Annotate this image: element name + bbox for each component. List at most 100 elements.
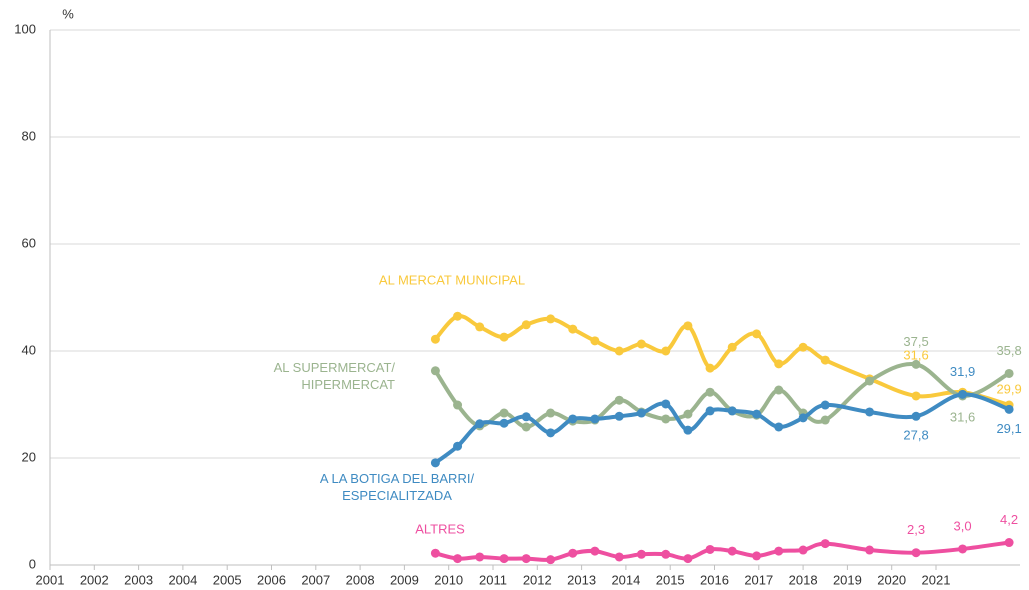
- data-point: [683, 409, 693, 419]
- data-point: [911, 359, 921, 369]
- x-tick-label: 2015: [656, 572, 685, 587]
- x-tick-label: 2010: [434, 572, 463, 587]
- data-point: [683, 321, 693, 331]
- data-point: [636, 549, 646, 559]
- data-point: [820, 400, 830, 410]
- data-point: [705, 406, 715, 416]
- data-point: [661, 346, 671, 356]
- data-point: [661, 399, 671, 409]
- data-label: 2,3: [907, 522, 925, 537]
- data-point: [820, 355, 830, 365]
- data-point: [865, 407, 875, 417]
- series-label: A LA BOTIGA DEL BARRI/ESPECIALITZADA: [320, 471, 475, 503]
- x-tick-label: 2019: [833, 572, 862, 587]
- x-tick-label: 2007: [301, 572, 330, 587]
- data-point: [774, 546, 784, 556]
- data-point: [798, 545, 808, 555]
- data-point: [453, 400, 463, 410]
- data-point: [499, 554, 509, 564]
- data-point: [727, 342, 737, 352]
- data-point: [661, 549, 671, 559]
- data-point: [499, 408, 509, 418]
- x-tick-label: 2013: [567, 572, 596, 587]
- data-point: [521, 422, 531, 432]
- data-point: [683, 425, 693, 435]
- data-point: [430, 334, 440, 344]
- data-point: [475, 552, 485, 562]
- data-point: [865, 545, 875, 555]
- data-point: [614, 411, 624, 421]
- data-point: [546, 555, 556, 565]
- data-label: 31,9: [950, 364, 975, 379]
- data-point: [774, 385, 784, 395]
- data-point: [430, 366, 440, 376]
- y-tick-label: 80: [22, 128, 36, 143]
- data-point: [683, 554, 693, 564]
- data-point: [521, 320, 531, 330]
- data-point: [614, 395, 624, 405]
- data-point: [865, 376, 875, 386]
- data-label: 31,6: [903, 347, 928, 362]
- data-point: [774, 359, 784, 369]
- x-tick-label: 2018: [789, 572, 818, 587]
- data-point: [475, 322, 485, 332]
- x-tick-label: 2017: [744, 572, 773, 587]
- data-point: [705, 363, 715, 373]
- data-point: [590, 546, 600, 556]
- x-tick-label: 2006: [257, 572, 286, 587]
- x-tick-label: 2005: [213, 572, 242, 587]
- data-label: 35,8: [996, 343, 1021, 358]
- data-point: [958, 389, 968, 399]
- data-point: [453, 311, 463, 321]
- x-tick-label: 2003: [124, 572, 153, 587]
- series-label: ALTRES: [415, 521, 465, 536]
- y-tick-label: 20: [22, 449, 36, 464]
- data-point: [820, 415, 830, 425]
- data-point: [705, 387, 715, 397]
- data-point: [911, 411, 921, 421]
- data-point: [521, 554, 531, 564]
- data-point: [661, 414, 671, 424]
- data-point: [430, 548, 440, 558]
- data-point: [1004, 538, 1014, 548]
- data-point: [727, 406, 737, 416]
- data-point: [752, 329, 762, 339]
- x-tick-label: 2011: [479, 572, 507, 587]
- data-point: [453, 554, 463, 564]
- data-point: [453, 441, 463, 451]
- data-label: 4,2: [1000, 512, 1018, 527]
- data-point: [798, 342, 808, 352]
- data-point: [614, 346, 624, 356]
- data-point: [568, 548, 578, 558]
- data-point: [546, 428, 556, 438]
- data-point: [568, 324, 578, 334]
- x-tick-label: 2001: [36, 572, 65, 587]
- data-label: 37,5: [903, 334, 928, 349]
- data-label: 31,6: [950, 409, 975, 424]
- data-point: [752, 551, 762, 561]
- x-tick-label: 2004: [168, 572, 197, 587]
- data-point: [499, 332, 509, 342]
- y-tick-label: 40: [22, 342, 36, 357]
- x-tick-label: 2009: [390, 572, 419, 587]
- data-point: [636, 408, 646, 418]
- data-point: [636, 339, 646, 349]
- data-point: [475, 419, 485, 429]
- series-line: [433, 313, 1012, 408]
- x-tick-label: 2021: [922, 572, 951, 587]
- unit-label: %: [62, 6, 74, 21]
- y-tick-label: 0: [29, 556, 36, 571]
- data-label: 3,0: [954, 518, 972, 533]
- series-line: [433, 540, 1012, 562]
- data-point: [911, 391, 921, 401]
- data-point: [546, 314, 556, 324]
- data-point: [705, 544, 715, 554]
- data-point: [820, 539, 830, 549]
- data-point: [430, 458, 440, 468]
- data-label: 29,9: [996, 381, 1021, 396]
- x-tick-label: 2016: [700, 572, 729, 587]
- x-tick-label: 2014: [611, 572, 640, 587]
- data-point: [798, 413, 808, 423]
- data-point: [774, 422, 784, 432]
